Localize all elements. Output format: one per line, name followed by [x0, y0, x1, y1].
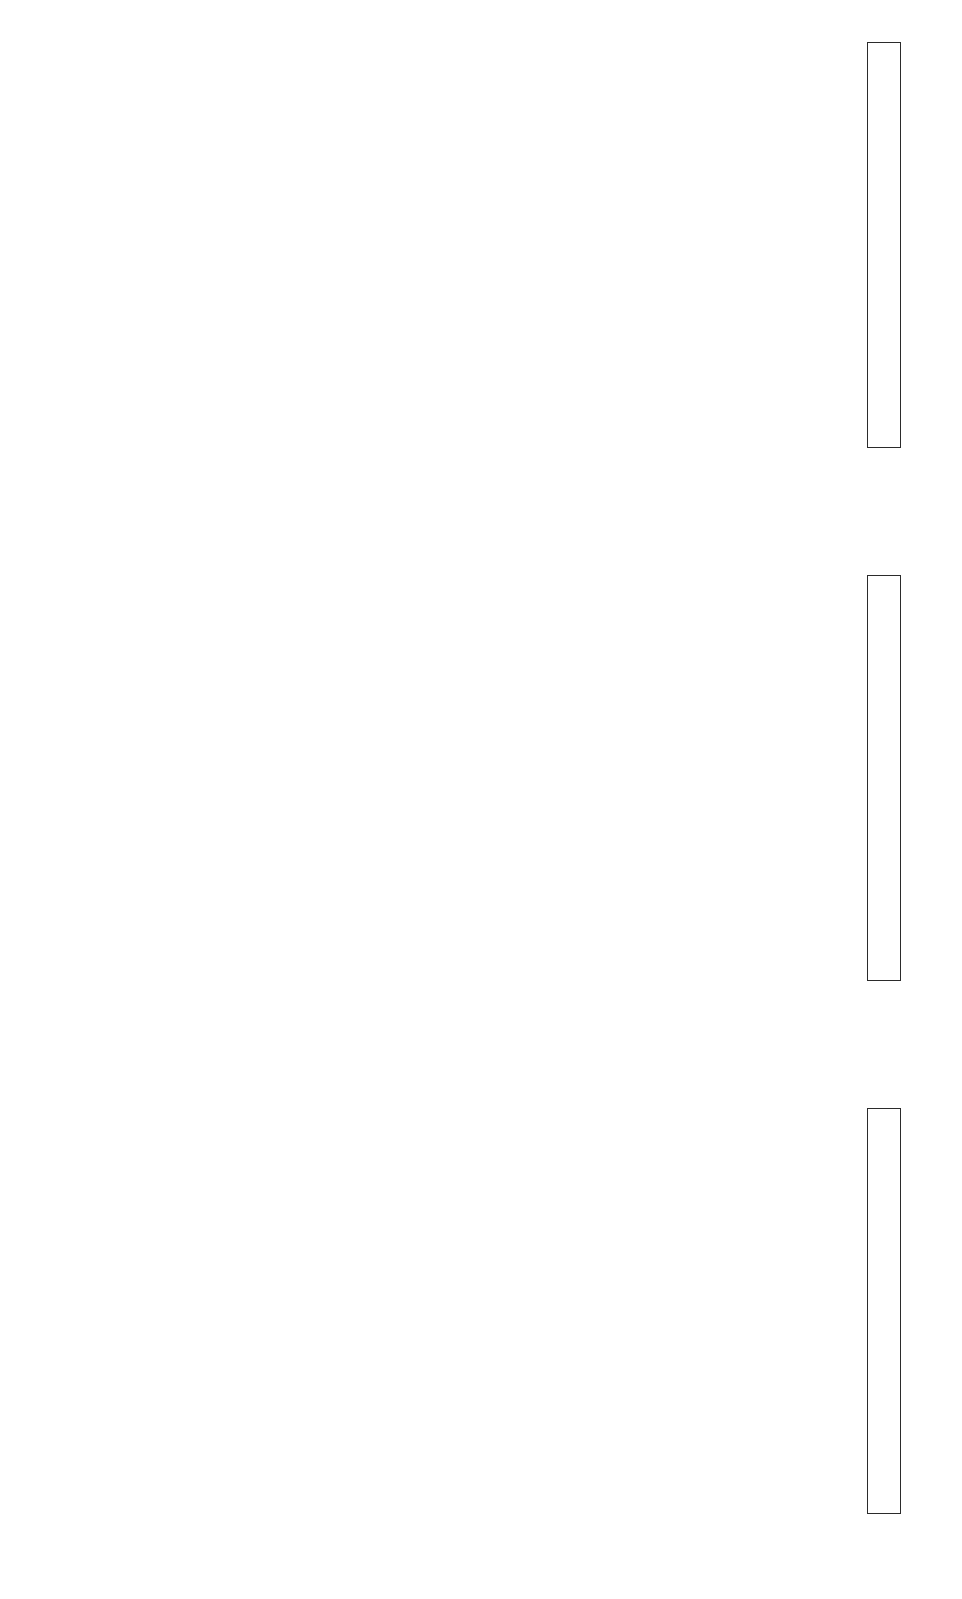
spectrogram-canvas-fib-z	[0, 1066, 962, 1599]
colorbar-gradient	[868, 576, 900, 980]
panel-fib-e	[0, 0, 962, 533]
spectrogram-canvas-fib-e	[0, 0, 962, 533]
colorbar-gradient	[868, 1109, 900, 1513]
colorbar-gradient	[868, 43, 900, 447]
panel-fib-z	[0, 1066, 962, 1599]
panel-fib-n	[0, 533, 962, 1066]
spectrogram-canvas-fib-n	[0, 533, 962, 1066]
colorbar	[867, 575, 901, 981]
colorbar	[867, 42, 901, 448]
colorbar	[867, 1108, 901, 1514]
